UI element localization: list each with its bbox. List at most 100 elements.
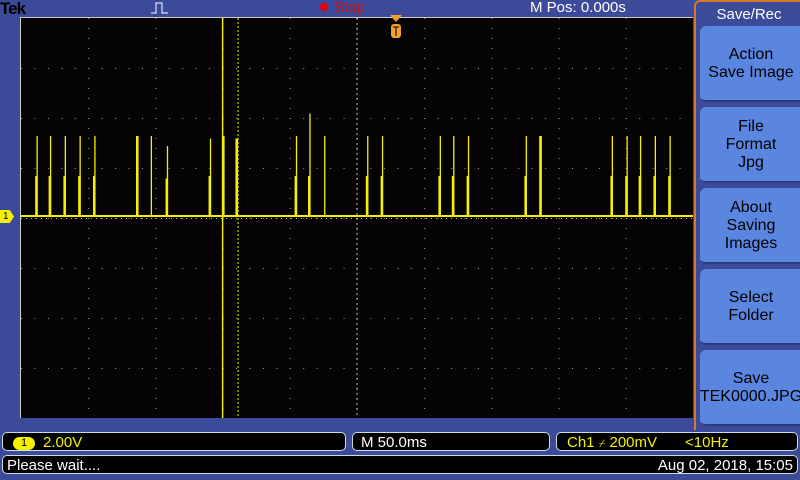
center-axis-dot xyxy=(421,218,422,219)
grid-dot xyxy=(74,168,76,169)
grid-dot xyxy=(652,318,654,319)
grid-dot xyxy=(155,408,157,409)
center-axis-dot xyxy=(356,123,358,125)
file-format-button[interactable]: File Format Jpg xyxy=(700,107,800,183)
grid-dot xyxy=(598,368,600,369)
cursor-dotted-line xyxy=(237,66,239,68)
center-axis-dot xyxy=(356,278,358,280)
cursor-dotted-line xyxy=(237,194,239,196)
grid-dot xyxy=(249,218,251,219)
center-axis-dot xyxy=(486,218,487,219)
trigger-readout[interactable]: Ch1 ⌿ 200mV <10Hz xyxy=(556,432,798,451)
center-axis-dot xyxy=(531,218,532,219)
grid-dot xyxy=(598,168,600,169)
grid-dot xyxy=(491,28,493,29)
grid-dot xyxy=(625,358,627,359)
center-axis-dot xyxy=(261,218,262,219)
grid-dot xyxy=(155,298,157,299)
grid-dot xyxy=(141,368,143,369)
grid-dot xyxy=(155,318,157,319)
side-menu: Save/Rec Action Save Image File Format J… xyxy=(694,0,800,430)
grid-dot xyxy=(262,368,264,369)
grid-dot xyxy=(625,368,627,369)
grid-dot xyxy=(491,88,493,89)
grid-dot xyxy=(155,288,157,289)
center-axis-dot xyxy=(536,218,537,219)
timebase-readout[interactable]: M 50.0ms xyxy=(352,432,550,451)
grid-dot xyxy=(558,178,560,179)
grid-dot xyxy=(262,318,264,319)
center-axis-dot xyxy=(356,373,358,375)
grid-dot xyxy=(343,318,345,319)
grid-dot xyxy=(236,368,238,369)
grid-dot xyxy=(47,318,49,319)
cursor-dotted-line xyxy=(237,262,239,264)
ch1-ground-marker[interactable]: 1 xyxy=(0,210,14,223)
grid-dot xyxy=(464,218,466,219)
grid-dot xyxy=(61,168,63,169)
cursor-dotted-line xyxy=(237,50,239,52)
channel-scale: 2.00V xyxy=(43,434,83,451)
grid-dot xyxy=(155,38,157,39)
grid-dot xyxy=(168,68,170,69)
center-axis-dot xyxy=(301,218,302,219)
grid-dot xyxy=(518,268,520,269)
center-axis-dot xyxy=(356,63,358,65)
acquisition-state[interactable]: Stop xyxy=(334,0,365,16)
grid-dot xyxy=(74,118,76,119)
grid-dot xyxy=(370,168,372,169)
grid-dot xyxy=(491,158,493,159)
grid-dot xyxy=(330,168,332,169)
select-folder-button[interactable]: Select Folder xyxy=(700,269,800,345)
grid-dot xyxy=(303,368,305,369)
grid-dot xyxy=(88,368,90,369)
cursor-dotted-line xyxy=(237,98,239,100)
channel-scale-readout[interactable]: 1 2.00V xyxy=(2,432,346,451)
grid-dot xyxy=(88,228,90,229)
grid-dot xyxy=(410,268,412,269)
save-file-button[interactable]: Save TEK0000.JPG xyxy=(700,350,800,426)
grid-dot xyxy=(491,18,493,19)
center-axis-dot xyxy=(581,218,582,219)
grid-dot xyxy=(424,178,426,179)
center-axis-dot xyxy=(376,218,377,219)
grid-dot xyxy=(316,268,318,269)
grid-dot xyxy=(625,338,627,339)
center-axis-dot xyxy=(356,233,358,235)
grid-dot xyxy=(289,368,291,369)
waveform-graticule[interactable] xyxy=(20,17,693,418)
cursor-dotted-line xyxy=(237,218,239,220)
center-axis-dot xyxy=(641,218,642,219)
grid-dot xyxy=(88,78,90,79)
center-axis-dot xyxy=(441,218,442,219)
grid-dot xyxy=(545,218,547,219)
grid-dot xyxy=(504,68,506,69)
grid-dot xyxy=(289,248,291,249)
center-axis-dot xyxy=(356,328,358,330)
center-axis-dot xyxy=(396,218,397,219)
grid-dot xyxy=(558,318,560,319)
grid-dot xyxy=(639,368,641,369)
cursor-dotted-line xyxy=(237,346,239,348)
grid-dot xyxy=(47,268,49,269)
center-axis-dot xyxy=(356,318,358,320)
action-save-image-button[interactable]: Action Save Image xyxy=(700,26,800,102)
grid-dot xyxy=(168,218,170,219)
grid-dot xyxy=(625,298,627,299)
center-axis-dot xyxy=(356,153,358,155)
grid-dot xyxy=(74,368,76,369)
center-axis-dot xyxy=(111,218,112,219)
grid-dot xyxy=(625,398,627,399)
grid-dot xyxy=(209,318,211,319)
grid-dot xyxy=(424,98,426,99)
center-axis-dot xyxy=(356,168,358,170)
cursor-dotted-line xyxy=(237,246,239,248)
trigger-position-marker-icon[interactable] xyxy=(390,15,402,41)
center-axis-dot xyxy=(26,218,27,219)
grid-dot xyxy=(276,368,278,369)
grid-dot xyxy=(639,68,641,69)
about-saving-images-button[interactable]: About Saving Images xyxy=(700,188,800,264)
brand-logo: Tek xyxy=(0,0,26,18)
grid-dot xyxy=(61,268,63,269)
grid-dot xyxy=(424,68,426,69)
